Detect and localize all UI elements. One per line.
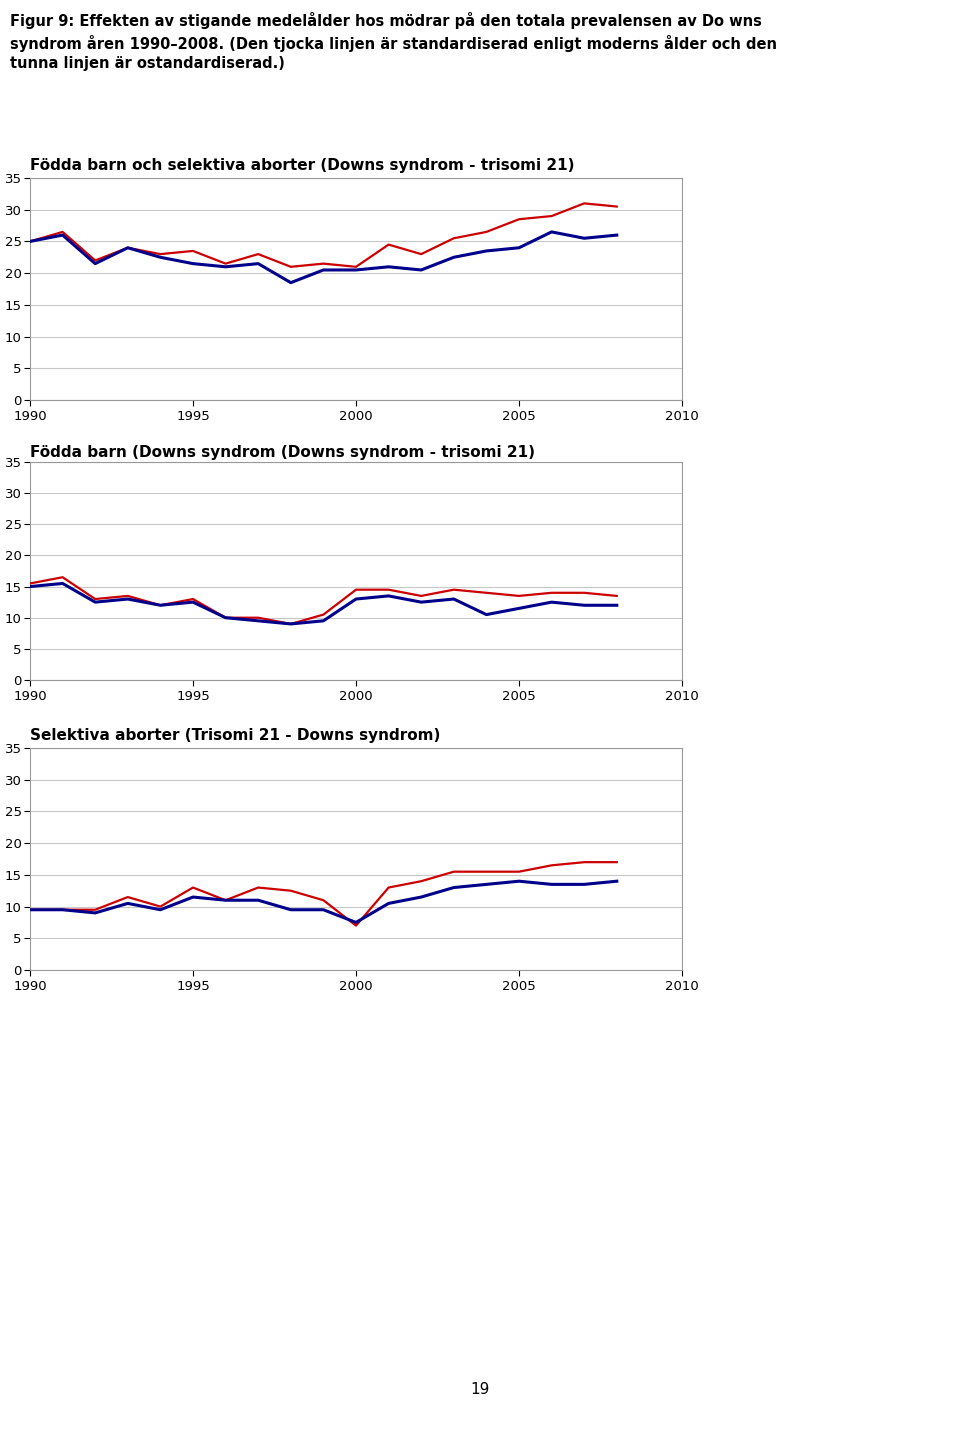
- Text: Födda barn och selektiva aborter (Downs syndrom - trisomi 21): Födda barn och selektiva aborter (Downs …: [30, 159, 574, 173]
- Text: Figur 9: Effekten av stigande medelålder hos mödrar på den totala prevalensen av: Figur 9: Effekten av stigande medelålder…: [10, 11, 777, 71]
- Text: Födda barn (Downs syndrom (Downs syndrom - trisomi 21): Födda barn (Downs syndrom (Downs syndrom…: [30, 446, 535, 460]
- Text: Selektiva aborter (Trisomi 21 - Downs syndrom): Selektiva aborter (Trisomi 21 - Downs sy…: [30, 729, 441, 743]
- Text: 19: 19: [470, 1382, 490, 1398]
